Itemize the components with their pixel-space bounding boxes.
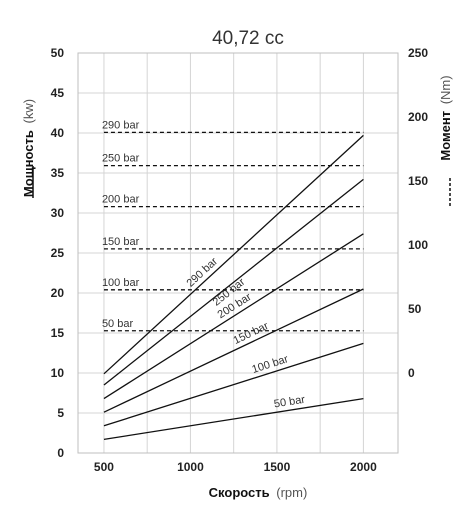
x-tick-label: 500 <box>94 460 114 474</box>
power-line-200-bar <box>103 233 364 400</box>
power-line-100-bar <box>103 342 364 427</box>
torque-line-label: 290 bar <box>102 119 140 131</box>
y-left-axis-unit: (kw) <box>21 99 36 124</box>
y-left-tick-label: 35 <box>51 166 65 180</box>
y-left-axis-ticks: 0 5 10 15 20 25 30 35 40 45 50 <box>51 46 65 460</box>
power-line-250-bar <box>103 178 364 386</box>
x-tick-label: 1000 <box>177 460 204 474</box>
y-left-tick-label: 10 <box>51 366 65 380</box>
power-line-label: 50 bar <box>273 394 306 411</box>
plot-frame <box>77 52 399 454</box>
x-tick-label: 1500 <box>264 460 291 474</box>
y-left-tick-label: 25 <box>51 246 65 260</box>
chart-title: 40,72 cc <box>212 28 284 49</box>
y-right-axis-label: Момент <box>438 111 453 161</box>
y-right-tick-label: 100 <box>408 238 428 252</box>
power-line-150-bar <box>103 288 364 413</box>
power-lines <box>103 134 364 441</box>
y-left-tick-label: 20 <box>51 286 65 300</box>
y-right-tick-label: 250 <box>408 46 428 60</box>
torque-line-label: 200 bar <box>102 194 140 206</box>
y-left-tick-label: 5 <box>57 406 64 420</box>
plot-border <box>77 52 399 454</box>
x-tick-label: 2000 <box>350 460 377 474</box>
y-left-tick-label: 40 <box>51 126 65 140</box>
x-axis-unit: (rpm) <box>276 485 307 500</box>
power-line-290-bar <box>103 134 364 375</box>
power-line-50-bar <box>103 397 364 441</box>
torque-line-label: 150 bar <box>102 236 140 248</box>
y-right-axis-unit: (Nm) <box>438 75 453 104</box>
svg-text:Момент (Nm): Момент (Nm) <box>438 75 453 160</box>
y-right-tick-label: 0 <box>408 366 415 380</box>
y-left-tick-label: 45 <box>51 86 65 100</box>
y-right-tick-label: 150 <box>408 174 428 188</box>
x-axis-label: Скорость <box>209 485 270 500</box>
y-left-tick-label: 15 <box>51 326 65 340</box>
torque-lines <box>103 131 364 332</box>
y-right-tick-label: 200 <box>408 110 428 124</box>
y-right-tick-label: 50 <box>408 302 422 316</box>
y-left-tick-label: 30 <box>51 206 65 220</box>
x-axis-ticks: 500 1000 1500 2000 <box>94 460 377 474</box>
y-right-axis-ticks: 0 50 100 150 200 250 <box>408 46 428 380</box>
y-left-tick-label: 0 <box>57 446 64 460</box>
torque-line-label: 50 bar <box>102 318 134 330</box>
torque-line-label: 250 bar <box>102 153 140 165</box>
y-right-axis-title: Момент (Nm) <box>438 75 453 160</box>
x-axis-title: Скорость (rpm) <box>209 485 308 500</box>
y-left-tick-label: 50 <box>51 46 65 60</box>
torque-line-label: 100 bar <box>102 277 140 289</box>
